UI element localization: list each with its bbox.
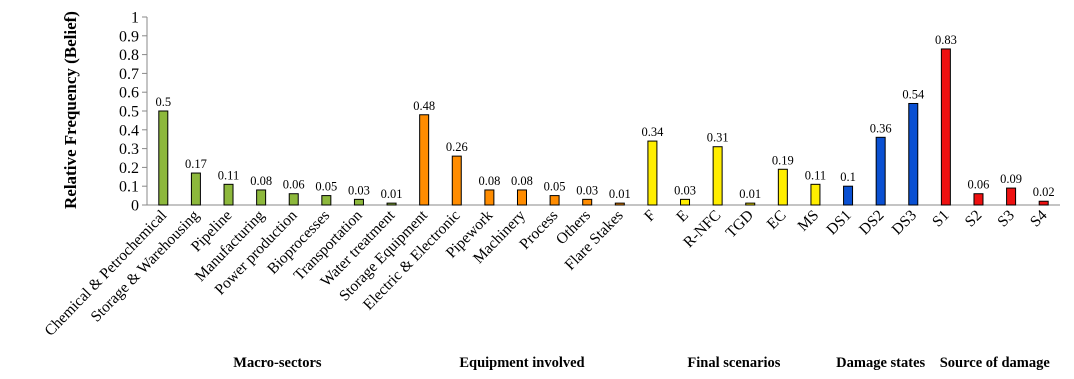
bar	[451, 155, 462, 206]
group-label: Equipment involved	[459, 355, 584, 371]
bar	[875, 136, 886, 206]
category-label: TGD	[723, 207, 758, 242]
data-label: 0.08	[511, 174, 533, 188]
y-tick-label: 0.2	[119, 160, 139, 177]
data-label: 0.17	[185, 157, 207, 171]
bar	[353, 198, 364, 206]
bars	[158, 48, 1049, 206]
category-label: S4	[1027, 207, 1051, 231]
bar	[680, 198, 691, 206]
y-tick-label: 0.7	[119, 66, 139, 83]
data-label: 0.05	[544, 180, 566, 194]
data-label: 0.11	[218, 168, 239, 182]
data-label: 0.5	[155, 95, 171, 109]
category-label: Chemical & Petrochemical	[41, 207, 170, 340]
bar	[223, 183, 234, 206]
y-tick-label: 0.8	[119, 47, 139, 64]
bar	[256, 189, 267, 206]
data-label: 0.54	[902, 87, 925, 101]
y-tick-label: 0.5	[119, 104, 139, 121]
bar	[321, 195, 332, 206]
group-labels: Macro-sectors Equipment involved Final sce…	[233, 355, 1050, 371]
data-label: 0.03	[348, 183, 370, 197]
y-tick-label: 0.6	[119, 85, 139, 102]
bar	[516, 189, 527, 206]
category-label: F	[641, 207, 659, 225]
bar	[190, 172, 201, 206]
y-tick-label: 0.1	[119, 179, 139, 196]
bar	[810, 183, 821, 206]
y-tick-label: 1	[131, 10, 139, 27]
data-label: 0.1	[840, 170, 856, 184]
bar	[908, 102, 919, 206]
bar	[712, 146, 723, 206]
y-tick-label: 0.3	[119, 141, 139, 158]
bar	[973, 193, 984, 206]
category-label: DS2	[856, 207, 888, 239]
group-label: Final scenarios	[687, 355, 780, 371]
bar	[484, 189, 495, 206]
bar	[843, 185, 854, 206]
data-label: 0.31	[707, 131, 729, 145]
data-label: 0.48	[413, 99, 435, 113]
data-label: 0.06	[968, 178, 990, 192]
category-label: EC	[764, 207, 790, 233]
group-label: Macro-sectors	[233, 355, 322, 371]
data-label: 0.01	[381, 187, 403, 201]
data-label: 0.01	[739, 187, 761, 201]
data-label: 0.34	[641, 125, 664, 139]
data-label: 0.08	[478, 174, 500, 188]
category-label: S1	[929, 207, 953, 231]
category-label: E	[673, 207, 692, 226]
bar	[940, 48, 951, 206]
bar	[419, 114, 430, 206]
category-label: S3	[994, 207, 1018, 231]
data-label: 0.02	[1033, 185, 1055, 199]
bar	[647, 140, 658, 206]
data-label: 0.03	[576, 183, 598, 197]
data-label: 0.03	[674, 183, 696, 197]
category-label: DS1	[823, 207, 855, 239]
y-tick-label: 0.4	[119, 122, 139, 139]
category-label: S2	[962, 207, 986, 231]
category-label: R-NFC	[680, 207, 724, 251]
bar	[158, 110, 169, 206]
bar	[549, 195, 560, 206]
data-labels: 0.5 0.17 0.11 0.08 0.06 0.05 0.03 0.01 0.48 0.26 0…	[155, 33, 1054, 201]
data-label: 0.26	[446, 140, 468, 154]
bar	[1038, 200, 1049, 206]
data-label: 0.19	[772, 153, 794, 167]
data-label: 0.83	[935, 33, 957, 47]
group-label: Damage states	[836, 355, 925, 371]
data-label: 0.11	[805, 168, 826, 182]
group-label: Source of damage	[940, 355, 1051, 371]
bar	[745, 202, 756, 206]
bar	[1006, 187, 1017, 206]
bar	[777, 168, 788, 206]
bar	[386, 202, 397, 206]
y-tick-label: 0.9	[119, 28, 139, 45]
data-label: 0.06	[283, 178, 305, 192]
data-label: 0.08	[250, 174, 272, 188]
y-tick-label: 0	[131, 198, 139, 215]
bar	[288, 193, 299, 206]
y-axis-label: Relative Frequency (Belief)	[61, 11, 80, 209]
category-label: DS3	[889, 207, 921, 239]
category-label: MS	[794, 207, 822, 235]
bar	[614, 202, 625, 206]
data-label: 0.36	[870, 121, 892, 135]
data-label: 0.01	[609, 187, 631, 201]
data-label: 0.05	[315, 180, 337, 194]
y-axis: 00.10.20.30.40.50.60.70.80.91	[119, 10, 1060, 215]
bar	[582, 198, 593, 206]
data-label: 0.09	[1000, 172, 1022, 186]
